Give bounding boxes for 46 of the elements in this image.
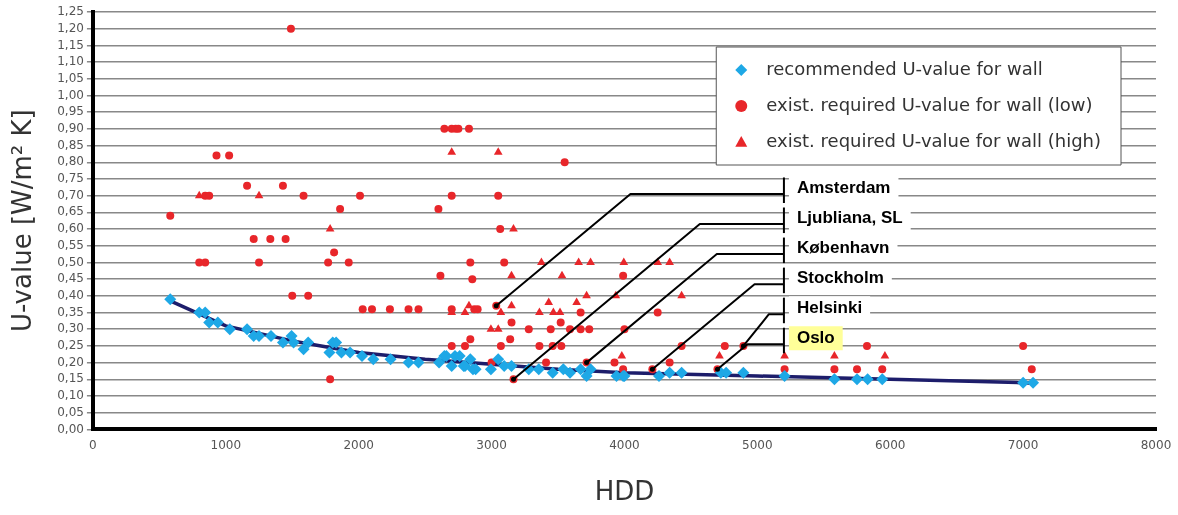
legend-label: exist. required U-value for wall (low) (766, 93, 1093, 115)
y-tick-label: 0,20 (57, 354, 84, 369)
y-tick-label: 1,00 (57, 87, 84, 102)
y-tick-label: 1,05 (57, 70, 84, 85)
x-tick-label: 8000 (1140, 437, 1172, 452)
annotation: Ljubliana, SL (796, 207, 903, 227)
x-tick-label: 4000 (609, 437, 640, 452)
legend-label: recommended U-value for wall (766, 57, 1043, 79)
y-tick-label: 0,70 (57, 187, 84, 202)
x-tick-label: 2000 (343, 437, 374, 452)
annotation: Helsinki (796, 297, 863, 317)
y-tick-label: 0,65 (57, 204, 84, 219)
y-tick-label: 0,10 (57, 388, 84, 403)
y-tick-label: 1,20 (57, 20, 84, 35)
y-tick-label: 0,75 (57, 171, 84, 186)
y-tick-label: 0,55 (57, 237, 84, 252)
x-tick-label: 0 (89, 437, 97, 452)
x-tick-label: 3000 (476, 437, 507, 452)
annotation: Oslo (796, 327, 835, 347)
y-tick-label: 0,30 (57, 321, 84, 336)
x-tick-label: 1000 (210, 437, 242, 452)
x-tick-label: 6000 (874, 437, 906, 452)
x-tick-label: 5000 (742, 437, 773, 452)
y-tick-label: 0,50 (57, 254, 84, 269)
y-axis-title: U-value [W/m² K] (7, 109, 38, 333)
y-tick-label: 0,00 (57, 421, 84, 436)
y-tick-label: 0,35 (57, 304, 84, 319)
y-tick-label: 1,25 (57, 4, 84, 19)
y-tick-label: 1,15 (57, 37, 84, 52)
y-tick-label: 0,15 (57, 371, 84, 386)
annotation: Amsterdam (796, 177, 891, 197)
annotation: Stockholm (796, 267, 884, 287)
y-tick-label: 0,80 (57, 154, 84, 169)
y-tick-label: 1,10 (57, 54, 84, 69)
y-tick-label: 0,40 (57, 287, 84, 302)
y-tick-label: 0,90 (57, 121, 84, 135)
y-tick-label: 0,95 (57, 104, 84, 119)
y-tick-label: 0,60 (57, 221, 84, 236)
x-axis-title: HDD (594, 476, 655, 507)
x-tick-label: 7000 (1007, 437, 1039, 452)
y-tick-label: 0,25 (57, 338, 84, 353)
legend-label: exist. required U-value for wall (high) (766, 129, 1102, 151)
y-tick-label: 0,05 (57, 404, 84, 419)
annotation: København (796, 237, 890, 257)
y-tick-label: 0,85 (57, 137, 84, 152)
y-tick-label: 0,45 (57, 271, 84, 286)
